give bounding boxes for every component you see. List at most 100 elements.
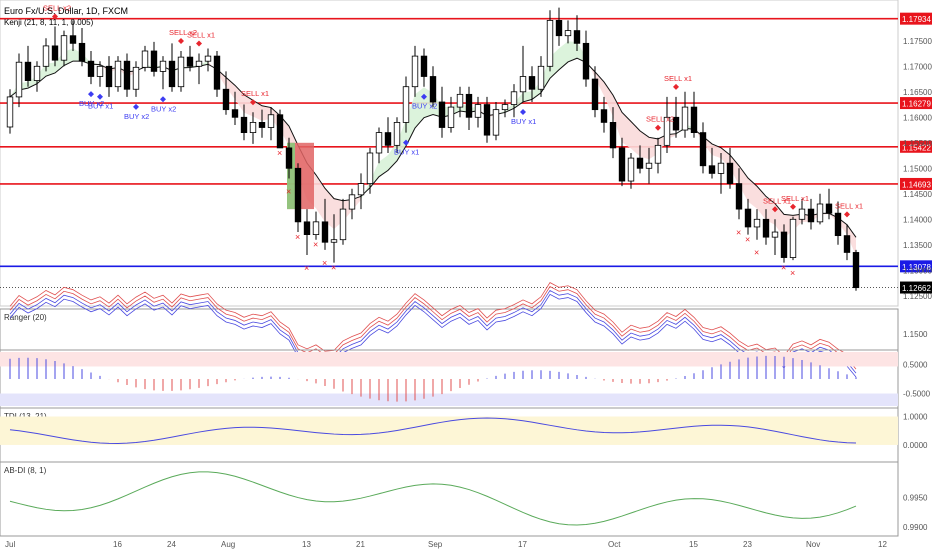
price-level-value: 1.15422 [902, 143, 931, 152]
candle-body [807, 208, 815, 223]
cloud-segment [316, 174, 325, 222]
candle-body [15, 61, 23, 98]
candle-body [33, 65, 41, 81]
candle-body [6, 96, 14, 128]
price-level-tag [900, 281, 932, 294]
candle-body [816, 203, 824, 223]
indicator-tick-label: 0.0000 [903, 441, 928, 450]
sell-signal-marker [655, 124, 661, 131]
price-axis: 1.184851.179341.162791.154221.146931.130… [900, 12, 932, 301]
candle-body [852, 252, 860, 289]
price-tick-label: 1.16000 [903, 113, 932, 122]
candle-body [132, 66, 140, 90]
candle-body [60, 35, 68, 61]
indicator-tick-label: 0.9950 [903, 494, 928, 503]
time-tick-label: Nov [806, 540, 820, 549]
chart-title: Euro Fx/U.S. Dollar, 1D, FXCM [4, 6, 128, 16]
candle-body [141, 50, 149, 68]
candle-body [645, 162, 653, 169]
price-tick-label: 1.16500 [903, 88, 932, 97]
signal-label: SELL x1 [835, 201, 863, 210]
time-tick-label: 13 [302, 540, 311, 549]
candle-body [258, 122, 266, 128]
stop-cross-marker: × [277, 148, 282, 158]
signal-label: SELL x1 [781, 194, 809, 203]
indicator-label: Kenji (21, 8, 11, 1, 0.005) [4, 18, 94, 27]
indicator-tick-label: 0.5000 [903, 361, 928, 370]
candle-body [195, 60, 203, 67]
price-level-tag [900, 12, 932, 25]
candle-body [600, 109, 608, 123]
candle-body [465, 93, 473, 118]
candle-body [357, 183, 365, 196]
cloud-segment [730, 154, 739, 185]
indicator-panel-name: AB-DI (8, 1) [4, 466, 47, 475]
candle-body [330, 239, 338, 243]
stop-cross-marker: × [790, 268, 795, 278]
candle-body [393, 122, 401, 146]
buy-signal-marker [421, 93, 427, 100]
candle-body [384, 132, 392, 146]
time-tick-label: 15 [689, 540, 698, 549]
candle-body [51, 45, 59, 61]
candle-body [717, 162, 725, 174]
indicator-panel-frame [0, 461, 899, 537]
time-tick-label: Aug [221, 540, 235, 549]
price-level-tag [900, 97, 932, 110]
price-tick-label: 1.15000 [903, 164, 932, 173]
tdi-line [9, 417, 857, 444]
time-axis: Jul 16 24 Aug 13 21 Sep 17 Oct 15 23 Nov 12 [0, 535, 898, 549]
candle-body [564, 30, 572, 37]
candle-body [474, 104, 482, 118]
candle-body [456, 93, 464, 108]
signal-label: SELL x1 [763, 196, 791, 205]
sell-signal-marker [790, 203, 796, 210]
price-tick-label: 1.12500 [903, 292, 932, 301]
signal-label: BUY x1 [394, 148, 419, 157]
candle-body [366, 152, 374, 185]
price-level-tag [900, 140, 932, 153]
sell-signal-marker [52, 13, 58, 20]
cloud-segment [622, 112, 631, 149]
candle-body [411, 55, 419, 88]
cloud-segment [613, 95, 622, 143]
cloud-segment [757, 186, 766, 221]
candle-body [177, 56, 185, 88]
msi-lower-zone [0, 393, 898, 406]
candle-body [96, 65, 104, 77]
candle-body [213, 55, 221, 90]
sell-signal-marker [178, 38, 184, 44]
price-tick-label: 1.13000 [903, 266, 932, 275]
candle-body [420, 55, 428, 77]
candle-body [528, 76, 536, 90]
candle-body [636, 157, 644, 169]
price-tick-label: 1.15500 [903, 139, 932, 148]
cloud-segment [604, 81, 613, 117]
candle-body [438, 101, 446, 128]
cloud-segment [640, 130, 649, 160]
buy-signal-marker [133, 103, 139, 110]
time-tick-label: Oct [608, 540, 621, 549]
signal-label: SELL x1 [187, 31, 215, 40]
candle-body [186, 56, 194, 67]
price-tick-label: 1.14000 [903, 215, 932, 224]
candle-body [348, 194, 356, 210]
cloud-segment [235, 85, 244, 113]
signal-label: SELL x1 [241, 89, 269, 98]
candle-body [321, 221, 329, 243]
ranger-band [9, 282, 857, 366]
stop-cross-marker: × [331, 263, 336, 273]
candle-body [159, 60, 167, 72]
candle-body [537, 65, 545, 90]
candle-body [294, 167, 302, 223]
candle-body [429, 76, 437, 103]
time-tick-label: Jul [5, 540, 15, 549]
stop-cross-marker: × [313, 240, 318, 250]
candle-body [231, 109, 239, 118]
ranger-band [9, 286, 857, 370]
signal-label: SELL x1 [664, 74, 692, 83]
candle-body [312, 221, 320, 236]
cloud-segment [559, 41, 568, 70]
